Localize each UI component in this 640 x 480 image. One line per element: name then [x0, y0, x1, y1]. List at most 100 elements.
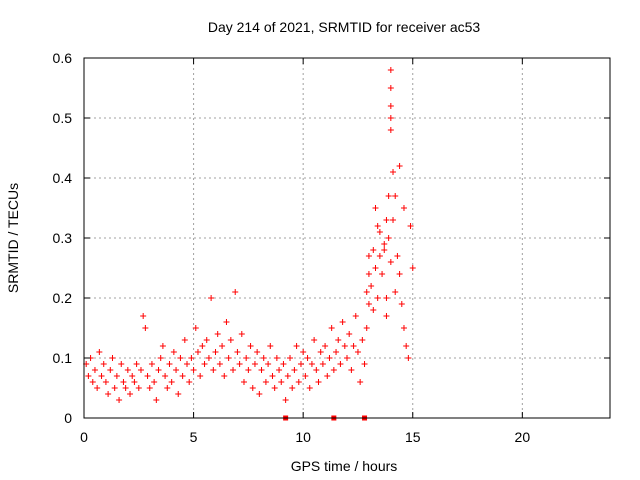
data-point — [396, 271, 403, 277]
data-point — [357, 379, 364, 385]
data-point — [153, 397, 160, 403]
data-point — [243, 355, 250, 361]
data-point — [221, 373, 228, 379]
data-point — [258, 367, 265, 373]
grid-lines — [84, 58, 610, 418]
data-point — [168, 379, 175, 385]
data-point — [335, 337, 342, 343]
data-point — [278, 379, 285, 385]
data-point — [232, 289, 239, 295]
data-point — [293, 343, 300, 349]
data-point — [267, 343, 274, 349]
data-point — [405, 355, 412, 361]
data-point — [137, 367, 144, 373]
data-point — [313, 367, 320, 373]
data-point — [276, 367, 283, 373]
x-tick-label: 10 — [295, 429, 311, 445]
data-point — [188, 355, 195, 361]
data-point — [383, 217, 390, 223]
data-point — [177, 355, 184, 361]
y-tick-label: 0.5 — [53, 110, 73, 126]
data-point — [201, 361, 208, 367]
data-point — [199, 343, 206, 349]
data-point — [124, 367, 131, 373]
data-point — [111, 385, 118, 391]
data-point — [210, 367, 217, 373]
data-point — [311, 337, 318, 343]
data-point — [398, 301, 405, 307]
x-tick-label: 5 — [190, 429, 198, 445]
data-point — [381, 241, 388, 247]
data-point — [387, 259, 394, 265]
data-point — [184, 361, 191, 367]
data-point — [363, 325, 370, 331]
data-point — [361, 361, 368, 367]
data-point — [271, 385, 278, 391]
data-point — [251, 361, 258, 367]
data-point — [212, 349, 219, 355]
data-point — [190, 367, 197, 373]
data-point — [91, 367, 98, 373]
data-point — [135, 385, 142, 391]
data-point — [304, 355, 311, 361]
data-point — [205, 355, 212, 361]
data-point — [96, 349, 103, 355]
data-point — [376, 253, 383, 259]
data-point — [131, 379, 138, 385]
data-point — [151, 379, 158, 385]
data-point — [223, 319, 230, 325]
data-point — [194, 349, 201, 355]
data-points — [83, 67, 416, 403]
data-point — [328, 325, 335, 331]
data-point — [400, 205, 407, 211]
data-point — [102, 379, 109, 385]
data-point — [322, 343, 329, 349]
data-point — [208, 295, 215, 301]
data-point — [354, 349, 361, 355]
chart-title: Day 214 of 2021, SRMTID for receiver ac5… — [208, 19, 481, 35]
data-point — [146, 385, 153, 391]
data-point — [284, 373, 291, 379]
data-point — [306, 385, 313, 391]
data-point — [297, 361, 304, 367]
data-point — [400, 325, 407, 331]
data-point — [359, 337, 366, 343]
data-point — [302, 373, 309, 379]
data-point — [370, 307, 377, 313]
data-point — [372, 205, 379, 211]
data-point — [394, 253, 401, 259]
data-point — [390, 217, 397, 223]
data-point — [238, 331, 245, 337]
data-point — [173, 367, 180, 373]
data-point — [396, 163, 403, 169]
data-point — [133, 361, 140, 367]
data-point — [254, 349, 261, 355]
data-point — [339, 319, 346, 325]
data-point — [344, 355, 350, 361]
data-point — [247, 343, 254, 349]
data-point — [269, 373, 276, 379]
data-point — [219, 343, 226, 349]
data-point — [122, 385, 129, 391]
data-point — [214, 331, 221, 337]
y-tick-label: 0.4 — [53, 170, 73, 186]
data-point — [341, 343, 348, 349]
data-point — [273, 355, 280, 361]
data-point — [236, 361, 243, 367]
data-point — [94, 385, 101, 391]
data-point — [330, 367, 337, 373]
data-point — [98, 373, 105, 379]
data-point — [260, 355, 267, 361]
y-tick-label: 0.1 — [53, 350, 73, 366]
data-point — [372, 265, 379, 271]
data-point — [387, 115, 394, 121]
data-point — [105, 391, 112, 397]
data-point — [142, 325, 149, 331]
data-point — [291, 367, 298, 373]
data-point — [100, 361, 107, 367]
x-tick-label: 0 — [80, 429, 88, 445]
data-point — [326, 355, 333, 361]
data-point — [308, 361, 315, 367]
x-tick-label: 20 — [515, 429, 531, 445]
